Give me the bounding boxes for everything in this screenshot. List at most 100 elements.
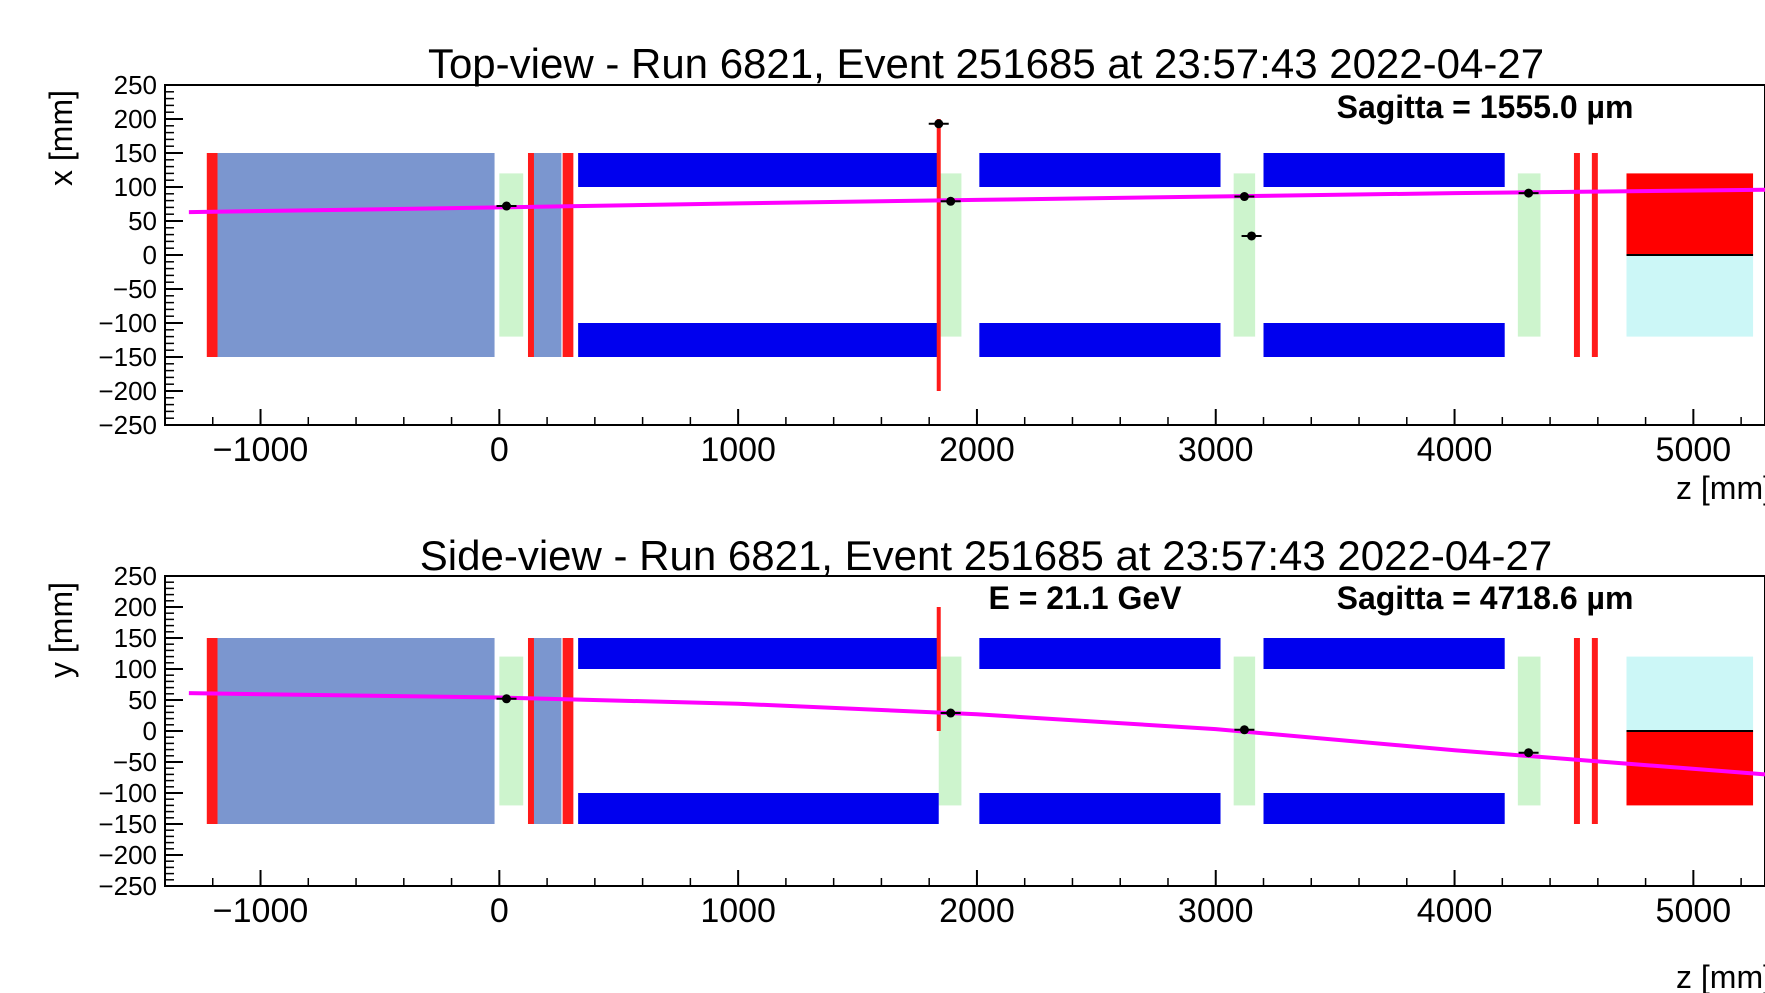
calorimeter-hit-region — [1626, 173, 1754, 255]
x-tick-label: 0 — [490, 892, 509, 930]
magnet-lower — [1263, 793, 1505, 824]
side-view-x-axis-label: z [mm] — [1676, 959, 1765, 993]
y-tick-label: −150 — [98, 342, 157, 372]
tracker-hit-point — [946, 708, 956, 718]
x-tick-label: 1000 — [700, 431, 776, 469]
side-view-track-layer — [188, 691, 1765, 777]
y-tick-label: −100 — [98, 778, 157, 808]
side-view-title: Side-view - Run 6821, Event 251685 at 23… — [420, 532, 1552, 579]
tracker-station — [499, 173, 524, 337]
y-tick-label: 250 — [114, 70, 157, 100]
magnet-upper — [578, 638, 939, 669]
x-tick-label: 4000 — [1417, 431, 1493, 469]
absorber-block-small — [532, 153, 562, 357]
y-tick-label: 50 — [128, 206, 157, 236]
y-tick-label: 0 — [143, 240, 157, 270]
tracker-station — [1517, 173, 1541, 337]
scintillator-bar — [1573, 638, 1580, 824]
tracker-station — [938, 173, 962, 337]
absorber-block — [217, 638, 495, 824]
scintillator-bar — [1591, 638, 1598, 824]
y-tick-label: 150 — [114, 138, 157, 168]
x-tick-label: 2000 — [939, 431, 1015, 469]
scintillator-bar — [1573, 153, 1580, 357]
scintillator-bar — [206, 153, 218, 357]
magnet-lower — [979, 793, 1221, 824]
x-tick-label: −1000 — [213, 431, 309, 469]
y-tick-label: −50 — [113, 274, 157, 304]
scintillator-bar — [562, 638, 574, 824]
x-tick-label: 2000 — [939, 892, 1015, 930]
top-view-detector — [206, 119, 1754, 391]
magnet-upper — [1263, 153, 1505, 187]
scintillator-bar — [1591, 153, 1598, 357]
y-tick-label: −200 — [98, 840, 157, 870]
scintillator-bar — [527, 638, 534, 824]
y-tick-label: 0 — [143, 716, 157, 746]
reconstructed-track — [188, 691, 1765, 777]
side-view-panel: Side-view - Run 6821, Event 251685 at 23… — [43, 532, 1765, 993]
top-view-panel: Top-view - Run 6821, Event 251685 at 23:… — [43, 40, 1765, 506]
y-tick-label: 100 — [114, 172, 157, 202]
tracker-station — [1233, 173, 1256, 337]
y-tick-label: 250 — [114, 561, 157, 591]
side-view-energy: E = 21.1 GeV — [988, 580, 1182, 616]
magnet-upper — [1263, 638, 1505, 669]
x-tick-label: 1000 — [700, 892, 776, 930]
tracker-hit-point — [501, 694, 511, 704]
x-tick-label: 0 — [490, 431, 509, 469]
x-tick-label: 5000 — [1656, 892, 1732, 930]
tracker-station — [938, 656, 962, 806]
scintillator-bar — [206, 638, 218, 824]
side-view-sagitta: Sagitta = 4718.6 µm — [1337, 580, 1634, 616]
x-tick-label: 5000 — [1656, 431, 1732, 469]
absorber-block — [217, 153, 495, 357]
tracker-hit-point — [501, 201, 511, 211]
magnet-upper — [979, 153, 1221, 187]
x-tick-label: −1000 — [213, 892, 309, 930]
top-view-title: Top-view - Run 6821, Event 251685 at 23:… — [428, 40, 1544, 87]
tracker-hit-point — [1239, 192, 1249, 202]
y-tick-label: −200 — [98, 376, 157, 406]
tracker-station — [1517, 656, 1541, 806]
tracker-hit-point — [946, 196, 956, 206]
y-tick-label: 200 — [114, 592, 157, 622]
y-tick-label: 100 — [114, 654, 157, 684]
reconstructed-track — [188, 187, 1765, 215]
x-tick-label: 4000 — [1417, 892, 1493, 930]
calorimeter-region — [1626, 656, 1754, 731]
tracker-hit-point — [1239, 725, 1249, 735]
tracker-hit-point — [1524, 748, 1534, 758]
tracker-hit-point — [1247, 231, 1257, 241]
tracker-hit-point — [1524, 188, 1534, 198]
y-tick-label: −100 — [98, 308, 157, 338]
magnet-lower — [578, 323, 939, 357]
top-view-x-axis-label: z [mm] — [1676, 470, 1765, 506]
top-view-axes: 250 200 150 100 50 0 −50 −100 −150 −200 −250 −1000 0… — [98, 70, 1765, 469]
magnet-lower — [1263, 323, 1505, 357]
magnet-lower — [578, 793, 939, 824]
y-tick-label: −150 — [98, 809, 157, 839]
calorimeter-region — [1626, 255, 1754, 337]
magnet-lower — [979, 323, 1221, 357]
y-tick-label: −50 — [113, 747, 157, 777]
scintillator-bar — [527, 153, 534, 357]
tracker-hit-point — [934, 119, 944, 129]
magnet-upper — [578, 153, 939, 187]
y-tick-label: 50 — [128, 685, 157, 715]
x-tick-label: 3000 — [1178, 892, 1254, 930]
y-tick-label: −250 — [98, 410, 157, 440]
y-tick-label: 150 — [114, 623, 157, 653]
y-tick-label: −250 — [98, 871, 157, 901]
top-view-sagitta: Sagitta = 1555.0 µm — [1337, 89, 1634, 125]
top-view-track-layer — [188, 119, 1765, 241]
y-tick-label: 200 — [114, 104, 157, 134]
x-tick-label: 3000 — [1178, 431, 1254, 469]
top-view-y-axis-label: x [mm] — [43, 90, 79, 186]
tracker-station — [499, 656, 524, 806]
magnet-upper — [979, 638, 1221, 669]
scintillator-bar — [562, 153, 574, 357]
side-view-y-axis-label: y [mm] — [43, 582, 79, 678]
